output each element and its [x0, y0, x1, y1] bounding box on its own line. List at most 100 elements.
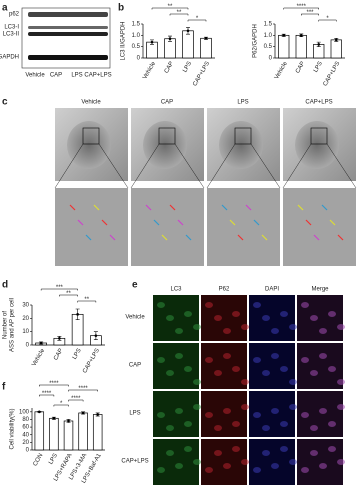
y-axis-label: LC3 II/GAPDH [121, 21, 127, 60]
if-cell [271, 463, 279, 469]
bar [330, 39, 342, 59]
tem-column-label: Vehicle [81, 100, 101, 106]
y-tick-label: 1.5 [132, 22, 141, 28]
bar [278, 34, 290, 59]
if-cell [166, 315, 174, 321]
bar [63, 420, 74, 451]
significance-bracket [68, 389, 98, 392]
if-cell [271, 353, 279, 359]
if-cell [166, 450, 174, 456]
if-cell [214, 370, 222, 376]
panel-label: d [2, 280, 8, 291]
if-cell [205, 302, 213, 308]
zoom-line [206, 143, 236, 189]
tem-zoom-box [234, 127, 252, 145]
blot-lane-label: CAP+LPS [84, 73, 111, 79]
if-cell [175, 353, 183, 359]
tem-arrow [305, 219, 312, 226]
if-cell [280, 446, 288, 452]
bar [182, 30, 194, 59]
significance-label: ** [177, 10, 182, 16]
if-images [153, 295, 345, 485]
if-cell [310, 370, 318, 376]
tem-arrow [145, 204, 152, 211]
significance-bracket [187, 19, 207, 22]
if-cell [166, 370, 174, 376]
tem-cell [295, 121, 339, 169]
if-cell [241, 459, 249, 465]
if-cell [184, 366, 192, 372]
tem-zoom-box [310, 127, 328, 145]
tem-detail [207, 188, 280, 266]
if-cell [271, 408, 279, 414]
y-tick-label: 0 [26, 343, 30, 349]
tem-arrow [245, 204, 252, 211]
y-tick-label: 40 [22, 432, 29, 438]
significance-bracket [40, 288, 78, 291]
bar-dot [94, 334, 98, 337]
if-image [249, 343, 295, 389]
if-cell [253, 467, 261, 473]
if-row-label: Vehicle [125, 315, 145, 321]
x-tick-label: CAP [53, 348, 64, 362]
zoom-line [326, 143, 357, 189]
if-cell [301, 357, 309, 363]
significance-label: ** [84, 297, 89, 303]
if-cell [262, 370, 270, 376]
if-cell [184, 421, 192, 427]
bar [78, 412, 88, 451]
y-axis-label: Cell viability(%) [10, 408, 16, 449]
bar-dot [186, 29, 190, 33]
if-column-label: P62 [219, 287, 230, 293]
if-cell [289, 404, 297, 410]
if-cell [301, 412, 309, 418]
if-cell [253, 412, 261, 418]
if-cell [184, 311, 192, 317]
zoom-line [130, 143, 160, 189]
significance-label: * [196, 16, 199, 22]
tem-arrow [221, 204, 228, 211]
if-cell [319, 353, 327, 359]
if-image [297, 295, 343, 341]
if-cell [280, 366, 288, 372]
if-image [153, 343, 199, 389]
if-cell [214, 315, 222, 321]
tem-arrow [93, 204, 100, 211]
tem-arrow [109, 234, 116, 241]
if-column-label: LC3 [170, 287, 182, 293]
if-cell [328, 446, 336, 452]
if-image [249, 439, 295, 485]
tem-arrow [337, 234, 344, 241]
bar-dot [52, 417, 56, 420]
if-cell [262, 315, 270, 321]
tem-cell [143, 121, 187, 169]
if-cell [205, 412, 213, 418]
x-tick-label: LPS [313, 61, 324, 74]
tem-arrow [77, 219, 84, 226]
tem-arrow [69, 204, 76, 211]
if-image [297, 343, 343, 389]
significance-bracket [151, 7, 189, 10]
tem-arrow [185, 234, 192, 241]
bar [92, 414, 103, 451]
y-tick-label: 30 [22, 303, 29, 309]
significance-bracket [39, 384, 69, 387]
if-column-label: Merge [311, 287, 329, 293]
x-tick-label: Vehicle [31, 347, 46, 367]
if-row-label: CAP+LPS [121, 459, 148, 465]
if-cell [205, 357, 213, 363]
significance-bracket [53, 404, 69, 407]
if-image [153, 295, 199, 341]
if-cell [193, 324, 201, 330]
if-cell [253, 302, 261, 308]
y-tick-label: 1.0 [132, 33, 141, 39]
y-tick-label: 100 [19, 409, 30, 415]
if-cell [214, 425, 222, 431]
tem-zoom-box [158, 127, 176, 145]
x-tick-label: CAP+LPS [192, 61, 211, 88]
if-cell [223, 328, 231, 334]
tem-arrow [313, 234, 320, 241]
bar-dot [299, 34, 303, 37]
bar-dot [204, 36, 208, 40]
if-cell [319, 328, 327, 334]
